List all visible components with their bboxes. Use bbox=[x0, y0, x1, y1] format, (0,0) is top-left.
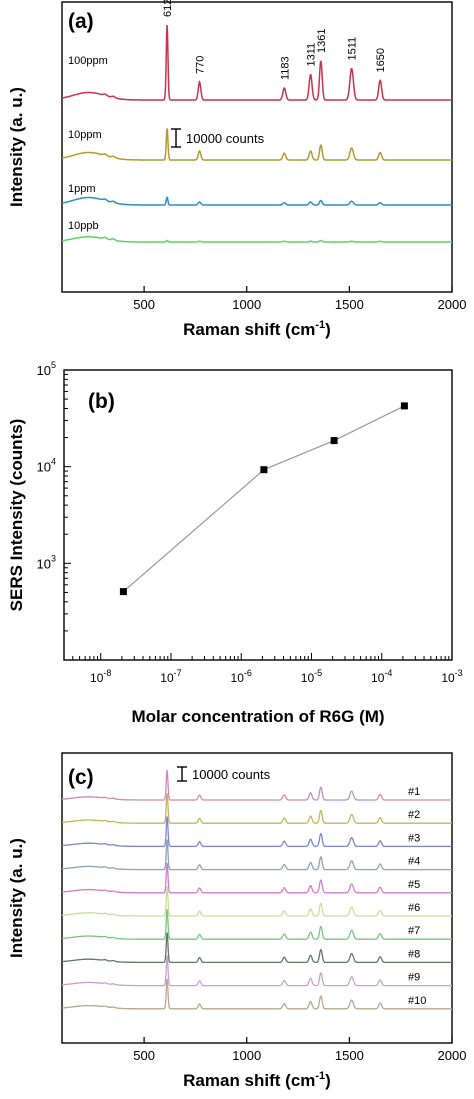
panel-c-series-3 bbox=[62, 816, 452, 848]
panel-c-x-ticks: 500 1000 1500 2000 bbox=[133, 1037, 466, 1063]
panel-c-x-tick-label: 500 bbox=[133, 1048, 155, 1063]
panel-a-peak-label: 770 bbox=[195, 56, 207, 74]
panel-c-scale-bar-label: 10000 counts bbox=[192, 767, 271, 782]
panel-b-label: (b) bbox=[88, 390, 115, 413]
panel-a-peak-label: 1650 bbox=[375, 48, 387, 72]
panel-c-series-7 bbox=[62, 909, 452, 940]
panel-a-peak-label: 1511 bbox=[347, 37, 359, 61]
panel-c-legend-label: #10 bbox=[408, 995, 426, 1007]
panel-a-peak-label: 1183 bbox=[279, 56, 291, 80]
panel-b-y-tick-label: 105 bbox=[37, 360, 56, 378]
panel-a-legend-label: 10ppm bbox=[68, 129, 102, 141]
panel-c-series-1 bbox=[62, 769, 452, 801]
panel-c-legend-label: #1 bbox=[408, 786, 420, 798]
panel-a-series-group: 100ppm 10ppm 1ppm 10ppb bbox=[61, 24, 452, 243]
panel-c-series-8 bbox=[62, 932, 452, 964]
panel-c-series-4 bbox=[62, 839, 452, 871]
panel-b-axes: 10-8 10-7 10-6 10-5 10-4 10-3 103 104 105 bbox=[37, 360, 463, 685]
panel-b-data-point bbox=[260, 466, 268, 474]
panel-b-y-axis-label: SERS Intensity (counts) bbox=[7, 419, 26, 612]
panel-c-legend-label: #7 bbox=[408, 925, 420, 937]
panel-c-series-5 bbox=[62, 862, 452, 894]
panel-a-x-ticks: 500 1000 1500 2000 bbox=[133, 286, 466, 312]
panel-b-x-tick-label: 10-7 bbox=[160, 668, 181, 685]
panel-b-data-point bbox=[400, 402, 408, 410]
panel-b-x-axis-label: Molar concentration of R6G (M) bbox=[131, 707, 384, 726]
panel-b-y-tick-label: 103 bbox=[37, 553, 56, 571]
panel-b: (b) 10-8 10-7 10-6 10-5 10-4 10-3 103 104 105 Mo… bbox=[7, 360, 463, 726]
panel-a-x-tick-label: 2000 bbox=[438, 297, 467, 312]
panel-c-legend-label: #4 bbox=[408, 856, 420, 868]
panel-c-series-2 bbox=[62, 793, 452, 824]
panel-b-y-tick-label: 104 bbox=[37, 457, 56, 475]
panel-a-peak-label: 1311 bbox=[306, 43, 318, 67]
panel-b-x-tick-label: 10-8 bbox=[90, 668, 111, 685]
panel-c-x-tick-label: 1500 bbox=[335, 1048, 364, 1063]
panel-c-series-6 bbox=[62, 885, 452, 917]
panel-b-data-point bbox=[119, 588, 127, 596]
panel-a-legend-label: 1ppm bbox=[68, 183, 96, 195]
panel-a-frame bbox=[61, 1, 453, 293]
panel-b-x-tick-label: 10-4 bbox=[371, 668, 392, 685]
panel-c-x-tick-label: 1000 bbox=[232, 1048, 261, 1063]
panel-a-series-100ppm bbox=[62, 24, 452, 101]
panel-c-series-group: #1 #2 #3 #4 #5 #6 #7 #8 #9 #10 bbox=[62, 769, 452, 1010]
panel-c-series-9 bbox=[62, 955, 452, 987]
panel-b-x-tick-label: 10-3 bbox=[441, 668, 462, 685]
panel-c-legend-label: #8 bbox=[408, 948, 420, 960]
panel-a-series-10ppm bbox=[62, 128, 452, 161]
panel-c-label: (c) bbox=[68, 766, 94, 789]
panel-a-peak-label: 612 bbox=[162, 0, 174, 17]
panel-c-legend-label: #3 bbox=[408, 832, 420, 844]
panel-a-x-tick-label: 1500 bbox=[335, 297, 364, 312]
panel-c: (c) #1 #2 #3 #4 #5 #6 #7 #8 #9 #10 500 1000 1500 200… bbox=[7, 752, 466, 1090]
panel-b-frame bbox=[63, 369, 453, 661]
panel-a-scale-bar-label: 10000 counts bbox=[186, 131, 265, 146]
panel-a-y-axis-label: Intensity (a. u.) bbox=[7, 87, 26, 207]
panel-c-legend-label: #9 bbox=[408, 972, 420, 984]
panel-b-data-point bbox=[330, 437, 338, 445]
panel-c-legend-label: #5 bbox=[408, 879, 420, 891]
panel-a-x-axis-label: Raman shift (cm-1) bbox=[183, 319, 331, 339]
panel-c-series-10 bbox=[62, 978, 452, 1010]
panel-a-x-tick-label: 1000 bbox=[232, 297, 261, 312]
panel-c-legend-label: #2 bbox=[408, 809, 420, 821]
panel-b-data bbox=[119, 402, 408, 596]
panel-c-frame bbox=[61, 752, 453, 1044]
panel-b-x-tick-label: 10-6 bbox=[231, 668, 252, 685]
panel-b-series-line bbox=[123, 405, 405, 593]
panel-a-label: (a) bbox=[68, 10, 94, 33]
panel-c-x-axis-label: Raman shift (cm-1) bbox=[183, 1070, 331, 1090]
panel-b-x-tick-label: 10-5 bbox=[301, 668, 322, 685]
panel-a-series-10ppb bbox=[61, 236, 452, 243]
panel-c-x-tick-label: 2000 bbox=[438, 1048, 467, 1063]
panel-a-peak-label: 1361 bbox=[316, 29, 328, 53]
panel-c-y-axis-label: Intensity (a. u.) bbox=[7, 838, 26, 958]
panel-a-series-1ppm bbox=[62, 195, 452, 206]
panel-a-scale-bar: 10000 counts bbox=[171, 128, 265, 148]
panel-c-legend-label: #6 bbox=[408, 902, 420, 914]
panel-a-legend-label: 100ppm bbox=[68, 55, 108, 67]
panel-a-legend-label: 10ppb bbox=[68, 220, 99, 232]
panel-c-scale-bar: 10000 counts bbox=[177, 766, 271, 782]
panel-a-x-tick-label: 500 bbox=[133, 297, 155, 312]
